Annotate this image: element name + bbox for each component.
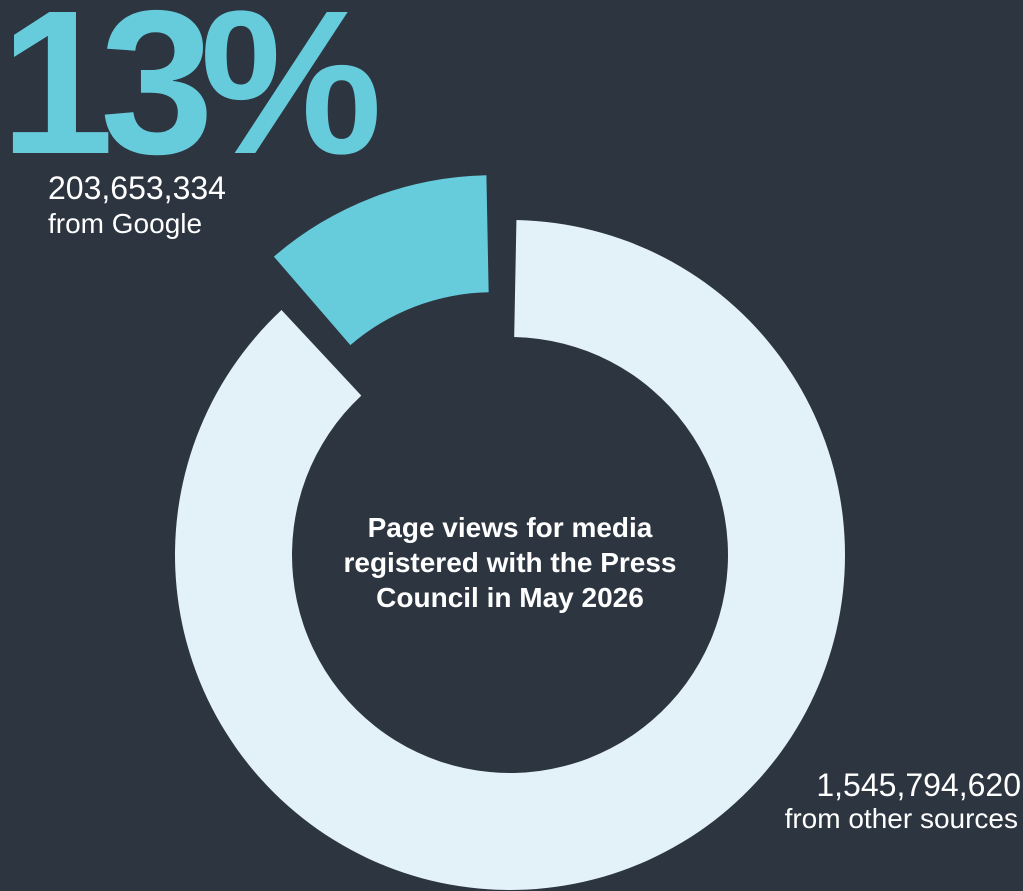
google-label: from Google [48, 208, 203, 239]
headline-percent: 13% [0, 0, 382, 197]
donut-slice-other-sources [174, 220, 845, 890]
other-label: from other sources [784, 803, 1018, 834]
chart-center-title: Page views for media registered with the… [343, 512, 677, 613]
other-value: 1,545,794,620 [816, 767, 1021, 803]
donut-slice-google [273, 175, 489, 346]
google-value: 203,653,334 [48, 170, 226, 206]
